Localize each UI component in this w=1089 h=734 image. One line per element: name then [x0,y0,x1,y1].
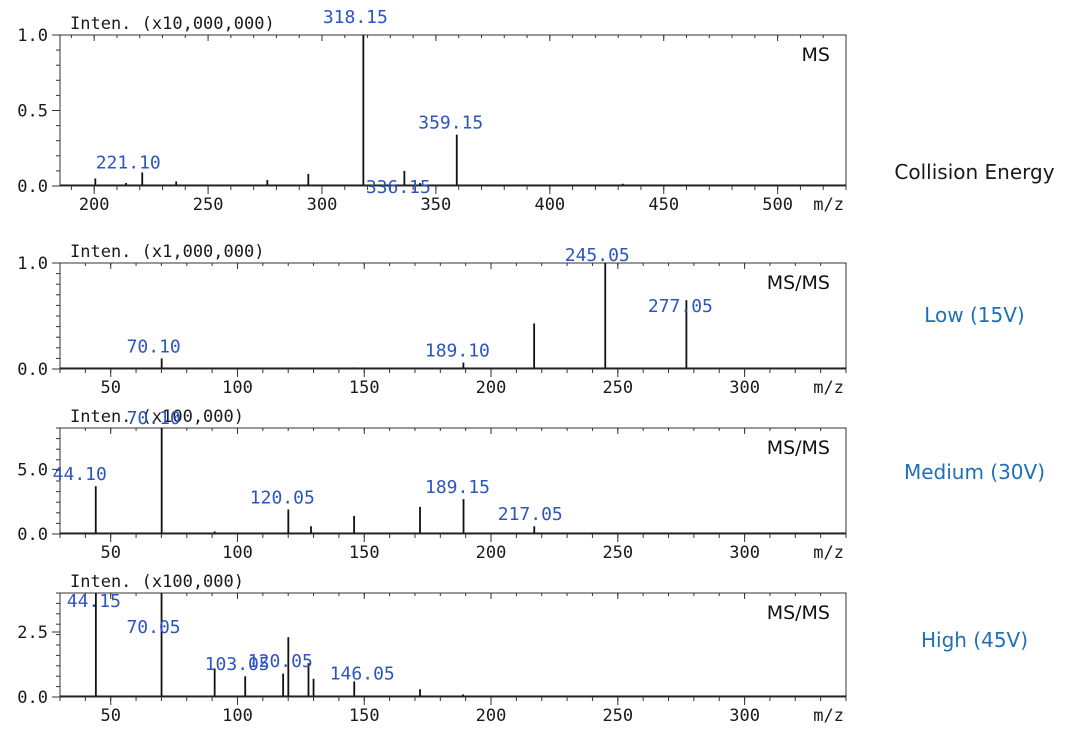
y-tick-label: 1.0 [17,26,48,46]
peak-label-103.05: 103.05 [205,654,270,675]
peak-label-70.05: 70.05 [126,617,180,638]
x-tick-label: 250 [602,706,633,726]
x-axis-unit: m/z [813,543,844,563]
x-tick-label: 100 [222,706,253,726]
x-tick-label: 50 [100,706,120,726]
mode-label: MS/MS [767,602,830,624]
peak-label-336.15: 336.15 [366,177,431,198]
x-tick-label: 200 [79,195,110,215]
peak-label-277.05: 277.05 [648,296,713,317]
x-tick-label: 300 [729,378,760,398]
x-tick-label: 400 [534,195,565,215]
x-tick-label: 50 [100,543,120,563]
y-tick-label: 0.0 [17,688,48,708]
peak-label-189.10: 189.10 [425,341,490,362]
x-tick-label: 300 [729,543,760,563]
x-tick-label: 200 [476,706,507,726]
mode-label: MS [802,44,830,66]
x-tick-label: 50 [100,378,120,398]
x-axis-unit: m/z [813,706,844,726]
x-tick-label: 150 [349,543,380,563]
peak-label-359.15: 359.15 [418,113,483,134]
spectrum-panel-4: Inten. (x100,000) MS/MS 0.0 2.5 50 100 150 200 2… [17,572,847,726]
y-tick-label: 0.0 [17,525,48,545]
peak-label-146.05: 146.05 [330,663,395,684]
y-axis-label: Inten. (x10,000,000) [70,14,275,34]
x-tick-label: 300 [729,706,760,726]
spectrum-panel-2: Inten. (x1,000,000) MS/MS 0.0 1.0 50 100 150 20… [17,242,847,398]
peak-label-245.05: 245.05 [565,245,630,266]
plot-frame [59,34,847,187]
y-tick-label: 2.5 [17,623,48,643]
peak-label-120.05: 120.05 [250,487,315,508]
x-tick-label: 150 [349,706,380,726]
y-tick-label: 0.0 [17,360,48,380]
y-tick-label: 0.5 [17,102,48,122]
peak-label-70.10: 70.10 [127,408,181,429]
x-axis-unit: m/z [813,195,844,215]
x-tick-label: 300 [307,195,338,215]
y-axis-label: Inten. (x100,000) [70,407,244,427]
x-tick-label: 500 [762,195,793,215]
energy-level-low: Low (15V) [924,303,1025,327]
peak-label-44.15: 44.15 [67,591,121,612]
peak-label-120.05: 120.05 [248,651,313,672]
x-tick-label: 350 [421,195,452,215]
mode-label: MS/MS [767,272,830,294]
spectra-figure: Inten. (x10,000,000) MS 0.0 0.5 1.0 200 250 300… [17,7,847,726]
x-tick-label: 200 [476,378,507,398]
peak-label-318.15: 318.15 [323,7,388,28]
energy-level-medium: Medium (30V) [903,460,1046,484]
x-tick-label: 450 [648,195,679,215]
spectrum-panel-3: Inten. (x100,000) MS/MS 0.0 5.0 50 100 150 200 2… [17,407,847,563]
y-axis-label: Inten. (x100,000) [70,572,244,592]
y-axis-label: Inten. (x1,000,000) [70,242,264,262]
x-tick-label: 200 [476,543,507,563]
x-tick-label: 250 [602,378,633,398]
x-tick-label: 100 [222,378,253,398]
x-tick-label: 100 [222,543,253,563]
x-axis-unit: m/z [813,378,844,398]
peak-label-221.10: 221.10 [96,152,161,173]
y-tick-label: 1.0 [17,254,48,274]
mode-label: MS/MS [767,437,830,459]
x-tick-label: 250 [602,543,633,563]
energy-level-high: High (45V) [920,628,1029,652]
y-tick-label: 0.0 [17,177,48,197]
y-tick-label: 5.0 [17,460,48,480]
x-tick-label: 250 [193,195,224,215]
peak-label-189.15: 189.15 [425,477,490,498]
collision-energy-title: Collision Energy [894,160,1055,184]
plot-frame [59,592,847,698]
peak-label-217.05: 217.05 [498,504,563,525]
peak-label-70.10: 70.10 [127,336,181,357]
x-tick-label: 150 [349,378,380,398]
spectrum-panel-1: Inten. (x10,000,000) MS 0.0 0.5 1.0 200 250 300… [17,7,847,215]
peak-label-44.10: 44.10 [53,464,107,485]
